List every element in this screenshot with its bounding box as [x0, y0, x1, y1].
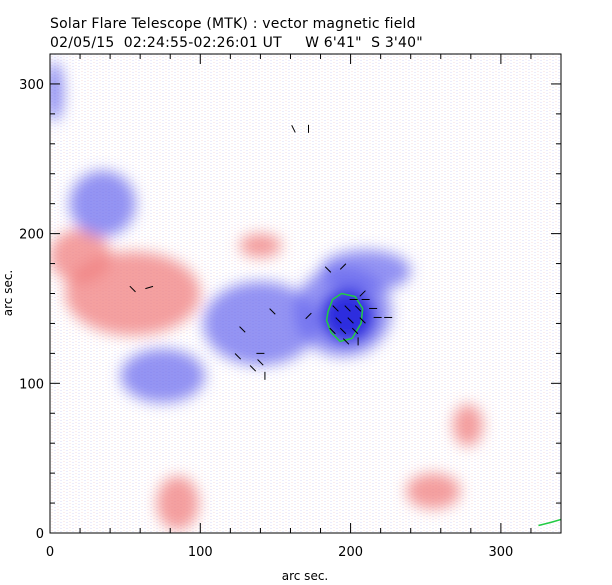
y-axis-label: arc sec. — [1, 270, 15, 316]
field-vector — [339, 263, 347, 270]
y-tick-label: 200 — [19, 228, 44, 243]
field-vector — [335, 317, 342, 324]
positive-polarity-region — [156, 476, 199, 531]
x-tick-label: 0 — [46, 545, 54, 560]
positive-polarity-region — [452, 404, 483, 447]
x-tick-label: 300 — [488, 545, 513, 560]
field-vector — [339, 327, 347, 335]
field-vector — [145, 285, 154, 290]
negative-polarity-region — [320, 250, 411, 293]
positive-polarity-region — [406, 473, 461, 510]
field-vector — [305, 312, 312, 320]
strong-negative-region — [320, 289, 375, 343]
field-vector — [329, 327, 336, 335]
field-vector — [291, 125, 296, 133]
field-vector — [269, 308, 276, 315]
y-tick-label: 100 — [19, 377, 44, 392]
field-vector — [354, 305, 362, 312]
field-vector — [234, 353, 242, 360]
field-vector — [344, 305, 351, 312]
x-tick-label: 100 — [188, 545, 213, 560]
y-tick-label: 300 — [19, 78, 44, 93]
positive-polarity-region — [50, 229, 111, 284]
field-vector — [342, 338, 350, 345]
field-vector — [332, 305, 339, 312]
field-vector — [239, 326, 246, 333]
negative-polarity-region — [69, 170, 136, 237]
field-contour — [538, 518, 561, 527]
positive-polarity-region — [239, 233, 282, 258]
field-vector — [257, 359, 264, 366]
field-vector — [359, 317, 366, 324]
x-tick-label: 200 — [338, 545, 363, 560]
observation-info: 02/05/15 02:24:55-02:26:01 UT W 6'41" S … — [50, 35, 423, 51]
y-tick-label: 0 — [36, 527, 44, 542]
field-vector — [324, 266, 332, 273]
x-axis-label: arc sec. — [282, 569, 328, 583]
negative-polarity-region — [203, 281, 318, 366]
field-vector — [347, 317, 354, 324]
negative-polarity-region — [50, 61, 64, 122]
chart-title: Solar Flare Telescope (MTK) : vector mag… — [50, 16, 416, 32]
field-vector — [359, 290, 366, 297]
negative-polarity-region — [120, 348, 205, 403]
field-vector — [249, 365, 257, 372]
field-vector — [129, 285, 136, 293]
field-vector — [351, 327, 359, 335]
